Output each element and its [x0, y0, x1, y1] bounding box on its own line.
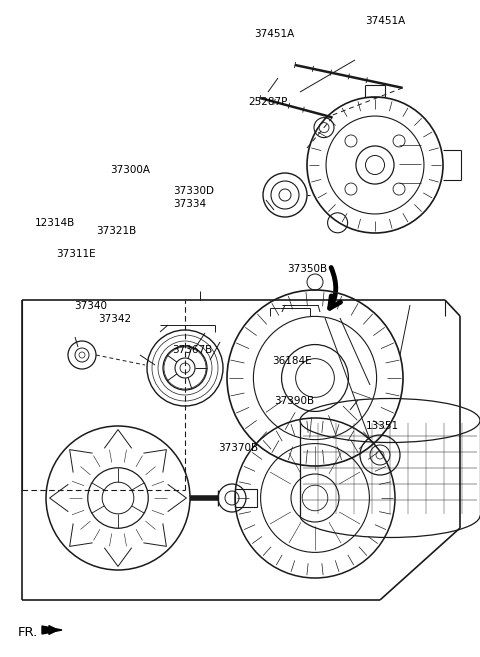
Text: 12314B: 12314B [35, 218, 75, 229]
Text: 37334: 37334 [173, 198, 206, 209]
Text: 37321B: 37321B [96, 226, 136, 237]
Text: 37300A: 37300A [110, 164, 150, 175]
Text: 37350B: 37350B [287, 264, 327, 275]
Text: 37311E: 37311E [57, 248, 96, 259]
Text: 37451A: 37451A [254, 29, 295, 39]
Text: 37340: 37340 [74, 300, 108, 311]
Text: FR.: FR. [18, 625, 38, 639]
Polygon shape [42, 626, 62, 634]
Text: 13351: 13351 [366, 420, 399, 431]
Text: 37390B: 37390B [275, 396, 315, 406]
Text: 37451A: 37451A [365, 16, 405, 26]
Text: 36184E: 36184E [273, 356, 312, 367]
Text: 37330D: 37330D [173, 185, 214, 196]
Text: 37367B: 37367B [172, 344, 212, 355]
Text: 37370B: 37370B [218, 443, 259, 453]
Text: 25287P: 25287P [249, 97, 288, 107]
Text: 37342: 37342 [98, 313, 132, 324]
